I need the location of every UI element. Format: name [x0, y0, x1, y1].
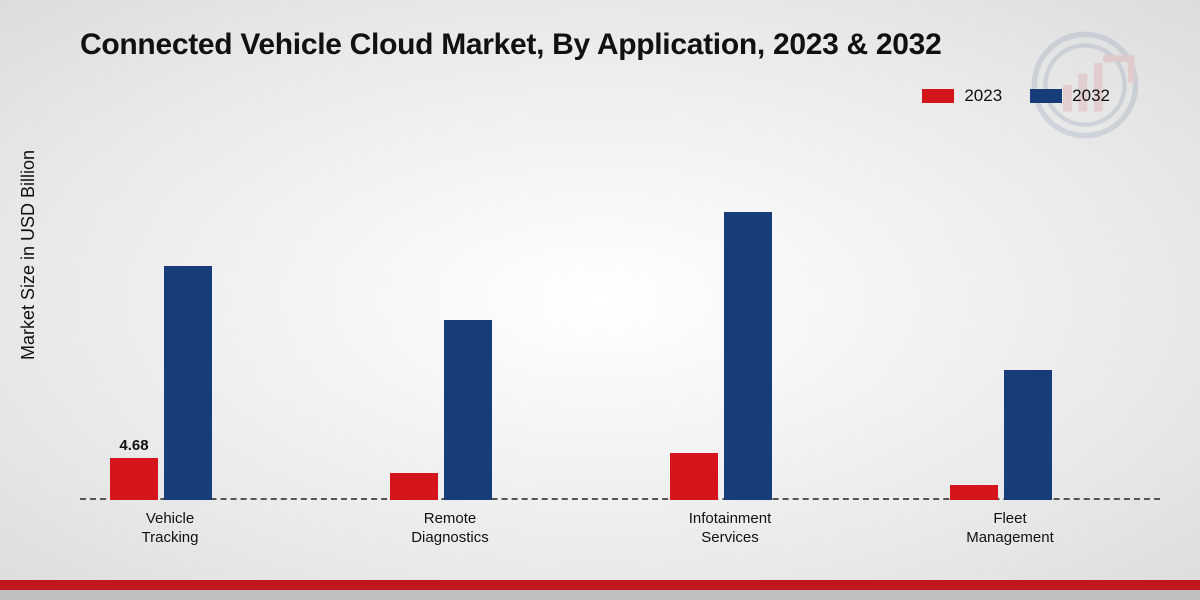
bar-2023-remote-diagnostics [390, 473, 438, 500]
watermark-svg [1030, 30, 1140, 140]
bar-2023-infotainment-services [670, 453, 718, 500]
plot-area: 4.68 VehicleTracking RemoteDiagnostics I… [80, 140, 1160, 500]
legend-item-2023: 2023 [922, 86, 1002, 106]
chart-title: Connected Vehicle Cloud Market, By Appli… [80, 28, 941, 62]
x-label-infotainment-services: InfotainmentServices [630, 500, 830, 548]
legend: 2023 2032 [922, 86, 1110, 106]
legend-label-2032: 2032 [1072, 86, 1110, 106]
watermark-logo [1030, 30, 1140, 140]
legend-swatch-2032 [1030, 89, 1062, 103]
legend-item-2032: 2032 [1030, 86, 1110, 106]
chart-page: Connected Vehicle Cloud Market, By Appli… [0, 0, 1200, 600]
footer-bar-grey [0, 590, 1200, 600]
bar-2023-vehicle-tracking: 4.68 [110, 458, 158, 500]
y-axis-label: Market Size in USD Billion [18, 150, 39, 360]
bar-2023-fleet-management [950, 485, 998, 500]
legend-swatch-2023 [922, 89, 954, 103]
bar-2032-vehicle-tracking [164, 266, 212, 500]
bar-2032-infotainment-services [724, 212, 772, 500]
x-label-vehicle-tracking: VehicleTracking [70, 500, 270, 548]
data-label-2023-vehicle-tracking: 4.68 [119, 437, 148, 458]
legend-label-2023: 2023 [964, 86, 1002, 106]
bar-2032-fleet-management [1004, 370, 1052, 501]
bar-2032-remote-diagnostics [444, 320, 492, 500]
x-label-remote-diagnostics: RemoteDiagnostics [350, 500, 550, 548]
x-label-fleet-management: FleetManagement [910, 500, 1110, 548]
footer-bar-red [0, 580, 1200, 590]
